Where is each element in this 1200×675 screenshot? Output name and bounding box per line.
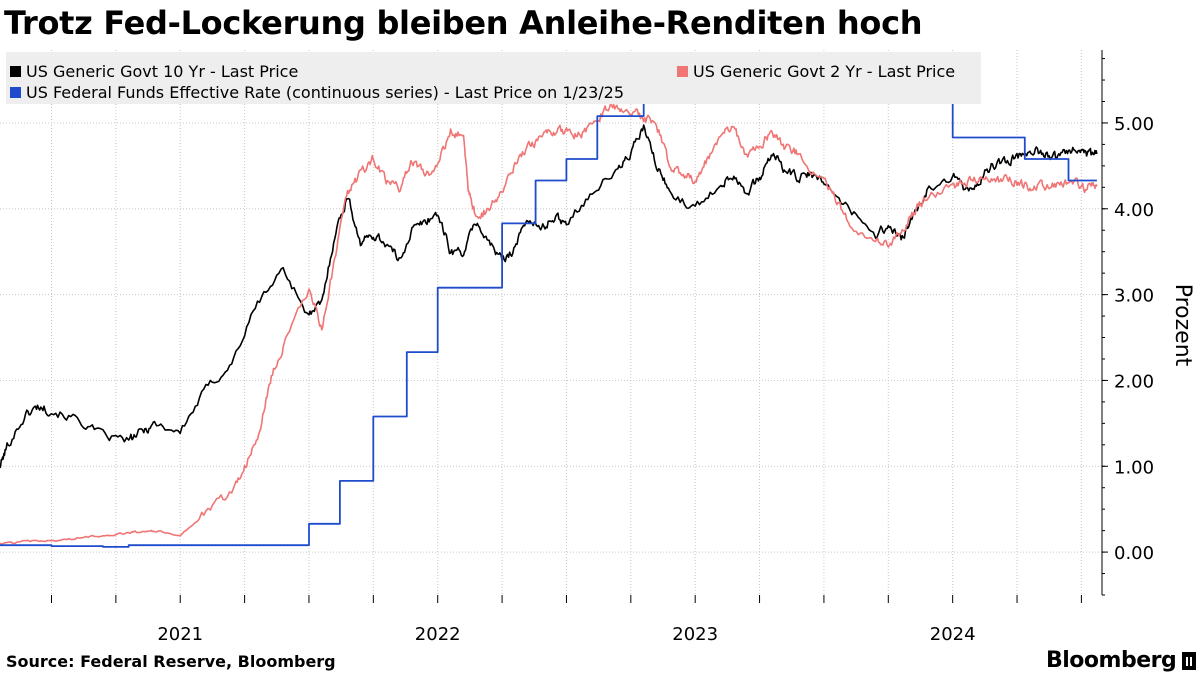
- series-line-1: [0, 103, 1098, 545]
- y-tick-label: 5.00: [1114, 114, 1154, 135]
- x-tick-label: 2022: [415, 624, 461, 645]
- x-tick-label: 2021: [157, 624, 203, 645]
- y-axis-label: Prozent: [1170, 284, 1195, 367]
- legend-item-2yr[interactable]: US Generic Govt 2 Yr - Last Price: [677, 62, 955, 81]
- brand-label: Bloomberg: [1046, 648, 1177, 673]
- legend-label-fed-funds: US Federal Funds Effective Rate (continu…: [26, 83, 625, 102]
- bloomberg-terminal-icon: [1182, 651, 1197, 670]
- y-tick-label: 4.00: [1114, 200, 1154, 221]
- series-line-0: [0, 124, 1098, 469]
- y-tick-label: 3.00: [1114, 286, 1154, 307]
- y-tick-label: 2.00: [1114, 371, 1154, 392]
- y-tick-label: 0.00: [1114, 543, 1154, 564]
- series-line-2: [0, 93, 1097, 548]
- y-tick-label: 1.00: [1114, 457, 1154, 478]
- chart-legend: US Generic Govt 10 Yr - Last Price US Ge…: [6, 52, 981, 104]
- legend-label-10yr: US Generic Govt 10 Yr - Last Price: [26, 62, 299, 81]
- x-tick-label: 2024: [930, 624, 976, 645]
- source-note: Source: Federal Reserve, Bloomberg: [6, 652, 336, 671]
- bloomberg-logo: Bloomberg: [1046, 648, 1197, 673]
- legend-label-2yr: US Generic Govt 2 Yr - Last Price: [693, 62, 956, 81]
- chart-title: Trotz Fed-Lockerung bleiben Anleihe-Rend…: [4, 4, 923, 42]
- legend-swatch-2yr: [677, 66, 688, 77]
- legend-swatch-fed-funds: [10, 87, 21, 98]
- x-tick-label: 2023: [672, 624, 718, 645]
- legend-item-10yr[interactable]: US Generic Govt 10 Yr - Last Price: [10, 62, 298, 81]
- legend-swatch-10yr: [10, 66, 21, 77]
- legend-item-fed-funds[interactable]: US Federal Funds Effective Rate (continu…: [10, 83, 624, 102]
